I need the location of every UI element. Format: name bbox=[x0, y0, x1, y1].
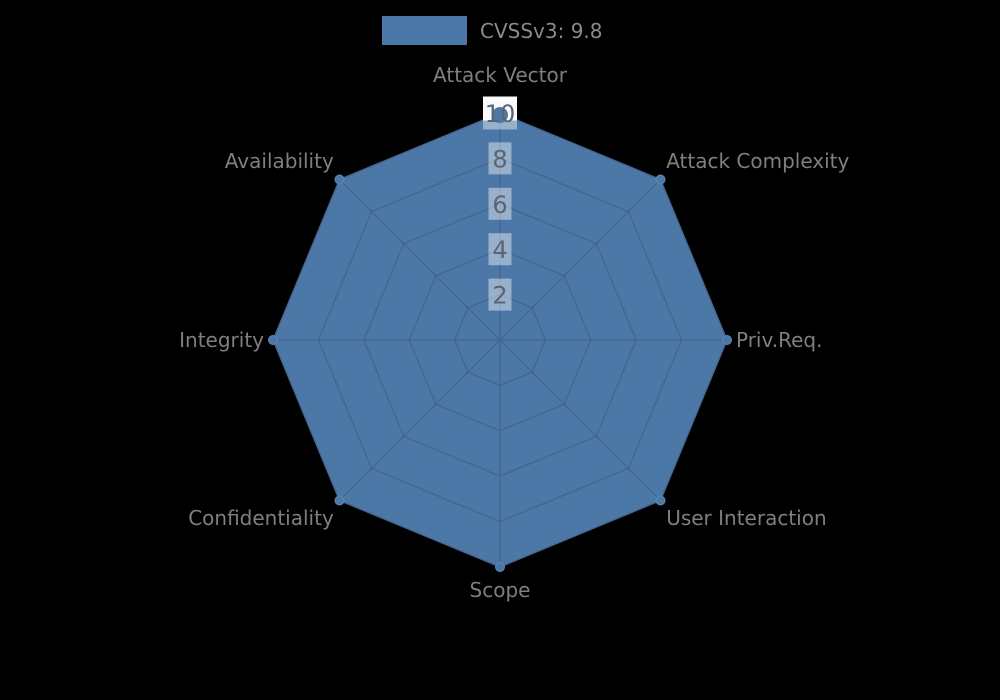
radial-tick-label-8: 8 bbox=[492, 145, 507, 173]
legend-swatch bbox=[382, 16, 467, 45]
vertex-marker-user-interaction bbox=[655, 495, 666, 506]
axis-label-availability: Availability bbox=[225, 149, 334, 173]
tick-box-6 bbox=[488, 187, 512, 220]
axis-label-attack-vector: Attack Vector bbox=[433, 63, 568, 87]
radar-spoke-attack-complexity bbox=[499, 179, 661, 341]
vertex-marker-priv-req bbox=[722, 335, 732, 345]
radial-tick-label-6: 6 bbox=[492, 191, 507, 219]
radar-spoke-user-interaction bbox=[499, 339, 661, 501]
legend-label: CVSSv3: 9.8 bbox=[480, 18, 603, 43]
axis-label-user-interaction: User Interaction bbox=[666, 506, 826, 530]
vertex-marker-apex bbox=[492, 107, 508, 123]
axis-label-confidentiality: Confidentiality bbox=[188, 506, 334, 530]
radial-tick-label-4: 4 bbox=[492, 236, 507, 264]
vertex-marker-attack-complexity bbox=[655, 174, 666, 185]
tick-box-4 bbox=[488, 233, 512, 266]
vertex-marker-integrity bbox=[268, 335, 278, 345]
axis-label-scope: Scope bbox=[470, 578, 531, 602]
tick-box-2 bbox=[488, 278, 512, 311]
radial-tick-label-10: 10 bbox=[485, 100, 516, 128]
vertex-marker-confidentiality bbox=[334, 495, 345, 506]
legend: CVSSv3: 9.8 bbox=[382, 16, 603, 45]
radar-spoke-confidentiality bbox=[339, 339, 501, 501]
axis-label-priv-req: Priv.Req. bbox=[736, 328, 822, 352]
vertex-marker-availability bbox=[334, 174, 345, 185]
axis-label-attack-complexity: Attack Complexity bbox=[666, 149, 849, 173]
radar-spoke-availability bbox=[339, 179, 501, 341]
axis-label-integrity: Integrity bbox=[179, 328, 264, 352]
tick-box-lower-10 bbox=[483, 120, 517, 130]
radial-tick-label-2: 2 bbox=[492, 282, 507, 310]
vertex-marker-scope bbox=[495, 562, 505, 572]
tick-box-8 bbox=[488, 142, 512, 175]
